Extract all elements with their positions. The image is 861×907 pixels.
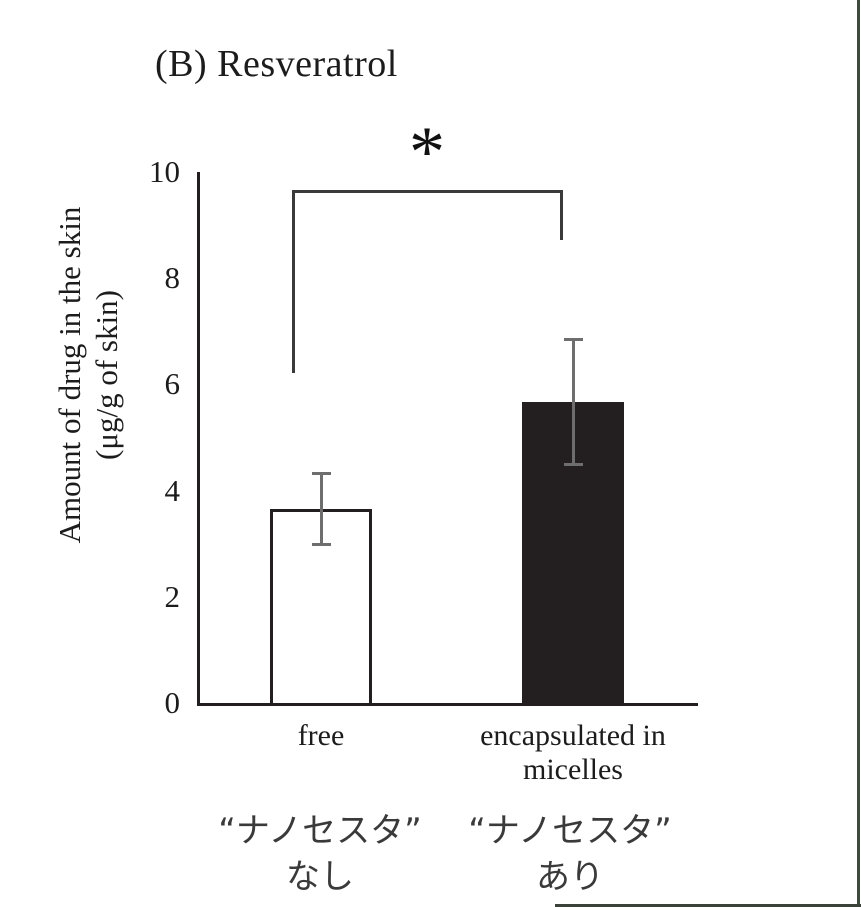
- y-tick-label: 2: [164, 578, 181, 614]
- error-bar-cap-bottom: [311, 543, 331, 546]
- significance-asterisk: *: [409, 112, 445, 192]
- significance-bracket-left-arm: [292, 190, 295, 373]
- y-tick-label: 0: [164, 685, 181, 720]
- y-tick-label: 4: [164, 472, 181, 508]
- x-category-label-free: free: [297, 719, 345, 752]
- page-border-bottom: [555, 904, 861, 907]
- figure-title: (B) Resveratrol: [155, 43, 398, 85]
- bar-micelles: [522, 402, 624, 706]
- plot-axes: [197, 172, 698, 706]
- error-bar-line: [571, 338, 575, 466]
- jp-annotation-micelles-line1: “ナノセスタ”: [468, 811, 672, 851]
- jp-annotation-free: “ナノセスタ” なし: [195, 808, 445, 900]
- jp-annotation-free-line2: なし: [286, 857, 354, 897]
- y-tick-label: 6: [164, 366, 181, 402]
- jp-annotation-free-line1: “ナノセスタ”: [218, 811, 422, 851]
- y-tick-label: 8: [164, 260, 181, 296]
- y-tick-label: 10: [149, 154, 180, 189]
- y-axis-label-line1: Amount of drug in the skin: [52, 206, 87, 544]
- jp-annotation-micelles-line2: あり: [536, 857, 604, 897]
- x-category-label-micelles: encapsulated in micelles: [480, 719, 666, 786]
- jp-annotation-micelles: “ナノセスタ” あり: [445, 808, 695, 900]
- error-bar-cap-top: [311, 472, 331, 475]
- error-bar-cap-bottom: [563, 463, 583, 466]
- significance-bracket-top: [292, 190, 563, 193]
- error-bar-cap-top: [563, 338, 583, 341]
- error-bar-line: [319, 472, 323, 546]
- significance-bracket-right-arm: [560, 190, 563, 240]
- page-border-right: [857, 0, 860, 907]
